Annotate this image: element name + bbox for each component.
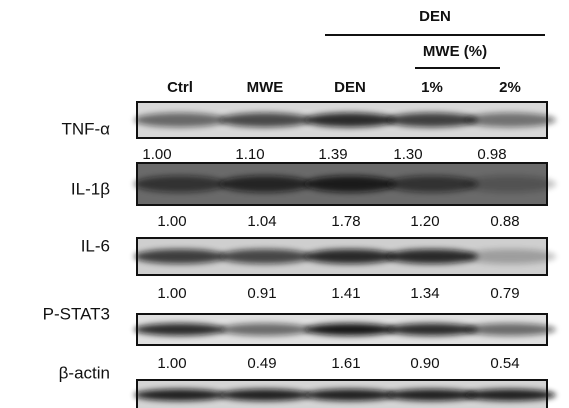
quantification: 0.88 [490, 213, 519, 230]
protein-label: P-STAT3 [43, 304, 110, 323]
band [304, 113, 396, 127]
lane-label: DEN [334, 79, 366, 96]
quantification: 0.54 [490, 355, 519, 372]
quantification: 0.49 [247, 355, 276, 372]
western-blot-figure: DEN MWE (%) Ctrl MWE DEN 1% 2% TNF-α 1.00 1.10 1… [0, 0, 569, 408]
quantification: 1.00 [142, 146, 171, 163]
quantification: 1.41 [331, 285, 360, 302]
band [304, 176, 396, 193]
band [464, 176, 556, 193]
protein-label: IL-6 [81, 236, 110, 255]
band [219, 389, 311, 401]
lane-label: Ctrl [167, 79, 193, 96]
quantification: 1.78 [331, 213, 360, 230]
quantification: 0.91 [247, 285, 276, 302]
quantification: 1.10 [235, 146, 264, 163]
band [464, 389, 556, 401]
band [464, 113, 556, 127]
band [134, 113, 226, 127]
band [304, 323, 396, 335]
protein-label: TNF-α [61, 119, 110, 138]
quantification: 1.20 [410, 213, 439, 230]
quantification: 1.34 [410, 285, 439, 302]
band [219, 113, 311, 127]
protein-label: β-actin [59, 363, 110, 382]
band [219, 249, 311, 264]
band [304, 389, 396, 401]
lane-label: 2% [499, 79, 521, 96]
quantification: 0.98 [477, 146, 506, 163]
quantification: 1.00 [157, 355, 186, 372]
band [464, 323, 556, 335]
quantification: 1.61 [331, 355, 360, 372]
subgroup-label: MWE (%) [423, 43, 487, 60]
quantification: 1.00 [157, 213, 186, 230]
lane-label: 1% [421, 79, 443, 96]
band [134, 389, 226, 401]
band [219, 323, 311, 335]
band [464, 249, 556, 264]
quantification: 0.90 [410, 355, 439, 372]
band [304, 249, 396, 264]
protein-label: IL-1β [71, 179, 110, 198]
band [134, 323, 226, 335]
group-label: DEN [419, 8, 451, 25]
quantification: 0.79 [490, 285, 519, 302]
band [134, 176, 226, 193]
band [219, 176, 311, 193]
band [134, 249, 226, 264]
lane-label: MWE [247, 79, 284, 96]
quantification: 1.30 [393, 146, 422, 163]
quantification: 1.04 [247, 213, 276, 230]
quantification: 1.00 [157, 285, 186, 302]
quantification: 1.39 [318, 146, 347, 163]
